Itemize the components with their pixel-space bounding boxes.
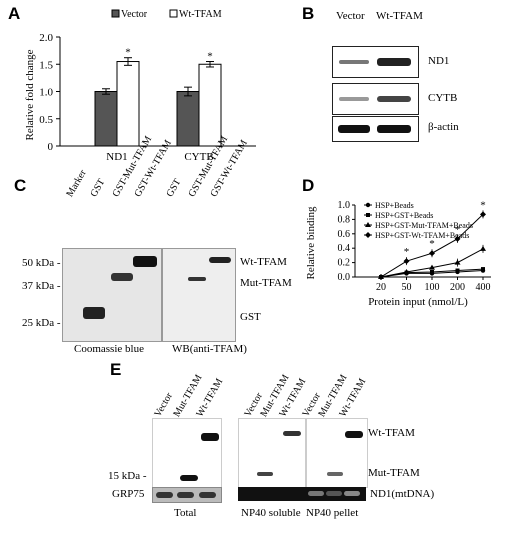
- marker-25kda: 25 kDa -: [22, 317, 61, 329]
- blot-np40-pellet: [306, 418, 368, 488]
- legend: Vector Wt-TFAM: [111, 9, 222, 20]
- band-label-wt-tfam: Wt-TFAM: [368, 427, 415, 439]
- marker-37kda: 37 kDa -: [22, 280, 61, 292]
- line-chart-d: Relative binding Protein input (nmol/L) …: [305, 199, 491, 308]
- blot-np40-soluble: [238, 418, 306, 488]
- axes: 0 0.5 1.0 1.5 2.0 ND1 CYTB: [39, 32, 256, 163]
- panel-label-b: B: [302, 4, 315, 23]
- y-tick-label: 2.0: [39, 32, 53, 44]
- bar: [94, 91, 118, 147]
- blot-nd1-mtdna: [238, 487, 366, 501]
- data-point: [366, 213, 370, 217]
- data-point: [429, 264, 435, 270]
- y-tick-label: 1.0: [39, 87, 53, 99]
- significance-star: *: [429, 238, 435, 250]
- panel-label-a: A: [8, 4, 21, 23]
- legend-swatch: [111, 9, 120, 18]
- x-tick-label: 400: [476, 282, 491, 293]
- legend-label: Vector: [121, 9, 148, 20]
- legend: HSP+BeadsHSP+GST+BeadsHSP+GST-Mut-TFAM+B…: [364, 201, 473, 240]
- caption-coomassie-blue: Coomassie blue: [74, 343, 144, 355]
- data-point: [378, 274, 384, 280]
- significance-star: *: [455, 224, 461, 236]
- bars: * *: [94, 47, 222, 147]
- blot-grp75: [152, 487, 222, 503]
- x-axis-label: Protein input (nmol/L): [368, 296, 468, 308]
- marker-15kda: 15 kDa -: [108, 470, 147, 482]
- row-label-nd1: ND1: [428, 55, 450, 67]
- bar: [198, 63, 222, 147]
- legend-label: Wt-TFAM: [179, 9, 222, 20]
- bar: [176, 91, 200, 147]
- series: * * * *: [378, 199, 486, 280]
- y-tick-label: 0.6: [338, 229, 351, 240]
- lane-label-gst-right: GST: [164, 177, 184, 199]
- row-label-nd1-mtdna: ND1(mtDNA): [370, 488, 435, 500]
- legend-label: HSP+GST+Beads: [375, 211, 433, 220]
- legend-swatch: [169, 9, 178, 18]
- caption-total: Total: [174, 507, 197, 519]
- data-point: [365, 222, 371, 227]
- western-blot-anti-tfam: [162, 248, 236, 342]
- band-label-wt-tfam: Wt-TFAM: [240, 256, 287, 268]
- legend-label: HSP+GST-Wt-TFAM+Beads: [375, 231, 469, 240]
- coomassie-gel: [62, 248, 162, 342]
- marker-50kda: 50 kDa -: [22, 257, 61, 269]
- y-tick-label: 1.5: [39, 59, 53, 71]
- panel-label-c: C: [14, 176, 27, 195]
- legend-label: HSP+GST-Mut-TFAM+Beads: [375, 221, 473, 230]
- band-label-mut-tfam: Mut-TFAM: [240, 277, 292, 289]
- caption-np40-soluble: NP40 soluble: [241, 507, 301, 519]
- blot-cytb: [332, 83, 419, 115]
- panel-label-e: E: [110, 360, 122, 379]
- y-tick-label: 0.0: [338, 272, 351, 283]
- y-tick-label: 0.8: [338, 214, 351, 225]
- x-tick-label: 20: [376, 282, 386, 293]
- data-point: [403, 268, 410, 274]
- data-point: [365, 202, 371, 208]
- y-tick-label: 0.4: [338, 243, 351, 254]
- data-point: [481, 267, 485, 272]
- x-tick-label: CYTB: [184, 151, 213, 163]
- row-label-beta-actin: β-actin: [428, 121, 459, 133]
- legend-label: HSP+Beads: [375, 201, 414, 210]
- blot-total: [152, 418, 222, 488]
- band-label-mut-tfam: Mut-TFAM: [368, 467, 420, 479]
- x-tick-label: 200: [450, 282, 465, 293]
- data-point: [455, 268, 460, 273]
- y-axis-label: Relative binding: [305, 206, 317, 280]
- blot-nd1: [332, 46, 419, 78]
- significance-star: *: [480, 199, 486, 211]
- lane-label-vector: Vector: [336, 10, 365, 22]
- significance-star: *: [125, 47, 131, 59]
- significance-star: *: [404, 246, 410, 258]
- band-label-gst: GST: [240, 311, 261, 323]
- lane-label-vector: Vector: [152, 390, 176, 419]
- caption-np40-pellet: NP40 pellet: [306, 507, 359, 519]
- y-axis-label: Relative fold change: [24, 49, 36, 140]
- y-tick-label: 0: [48, 141, 54, 153]
- significance-star: *: [207, 51, 213, 63]
- y-tick-label: 1.0: [338, 200, 351, 211]
- lane-label-gst: GST: [88, 177, 108, 199]
- caption-wb-anti-tfam: WB(anti-TFAM): [172, 343, 247, 355]
- axes: 0.0 0.2 0.4 0.6 0.8 1.0 20 50 100 200 400: [338, 200, 491, 293]
- x-tick-label: 50: [402, 282, 412, 293]
- bar: [116, 61, 140, 147]
- lane-label-wt-tfam: Wt-TFAM: [376, 10, 423, 22]
- y-tick-label: 0.5: [39, 114, 53, 126]
- data-point: [365, 232, 371, 238]
- x-tick-label: 100: [425, 282, 440, 293]
- y-tick-label: 0.2: [338, 258, 351, 269]
- panel-label-d: D: [302, 176, 315, 195]
- bar-chart-a: Relative fold change 0 0.5 1.0 1.5 2.0 ND1 CYT…: [24, 9, 256, 163]
- row-label-grp75: GRP75: [112, 488, 145, 500]
- blot-beta-actin: [332, 116, 419, 142]
- data-point: [430, 269, 434, 274]
- row-label-cytb: CYTB: [428, 92, 458, 104]
- x-tick-label: ND1: [106, 151, 127, 163]
